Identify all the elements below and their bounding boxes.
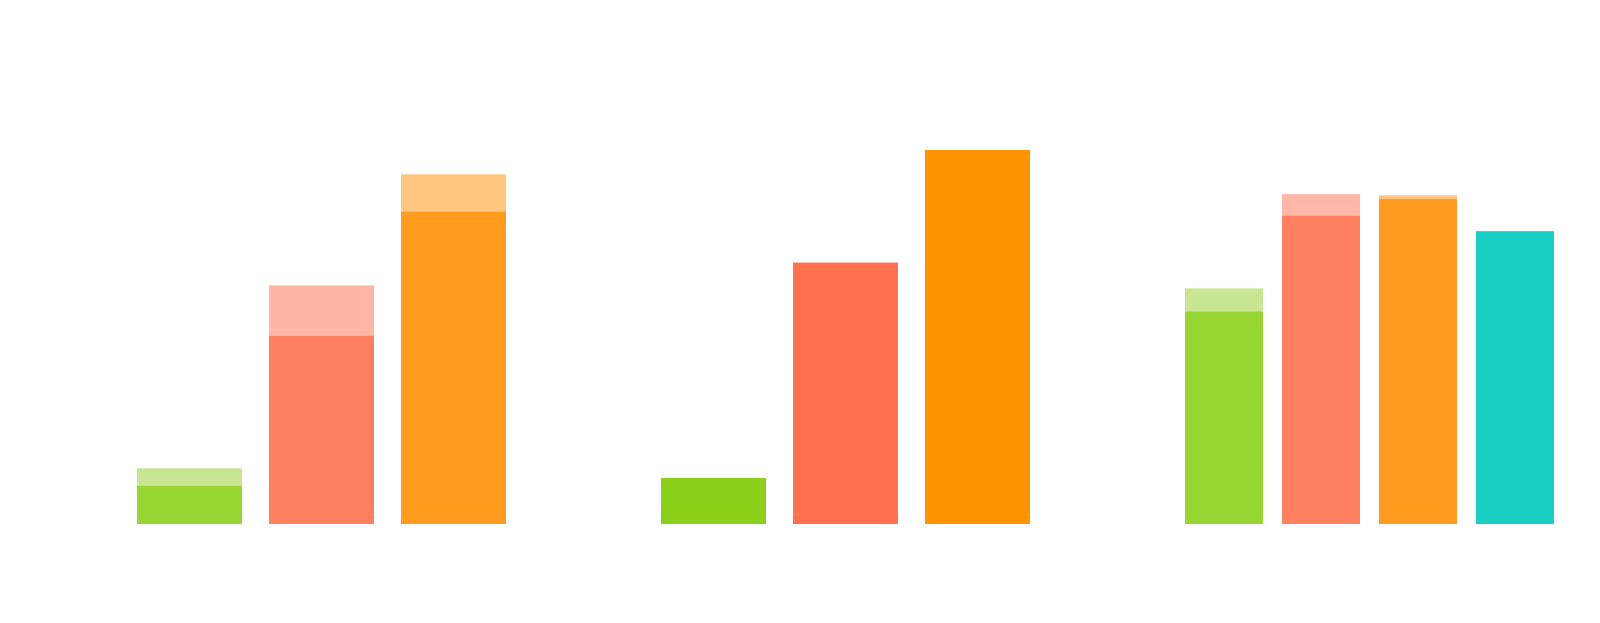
bar-g3-b1 [1185, 311, 1263, 524]
bars-layer [137, 150, 1554, 524]
bar-g2-b2 [793, 262, 898, 524]
bar-g3-b3 [1379, 198, 1457, 524]
bar-g3-b2 [1282, 215, 1360, 524]
bar-g1-b1 [137, 485, 242, 524]
bar-g3-b4 [1476, 231, 1554, 524]
bar-g2-b1 [661, 477, 766, 524]
bar-g2-b3 [925, 150, 1030, 524]
bar-g1-b3 [401, 211, 506, 524]
bar-g1-b2 [269, 335, 374, 524]
